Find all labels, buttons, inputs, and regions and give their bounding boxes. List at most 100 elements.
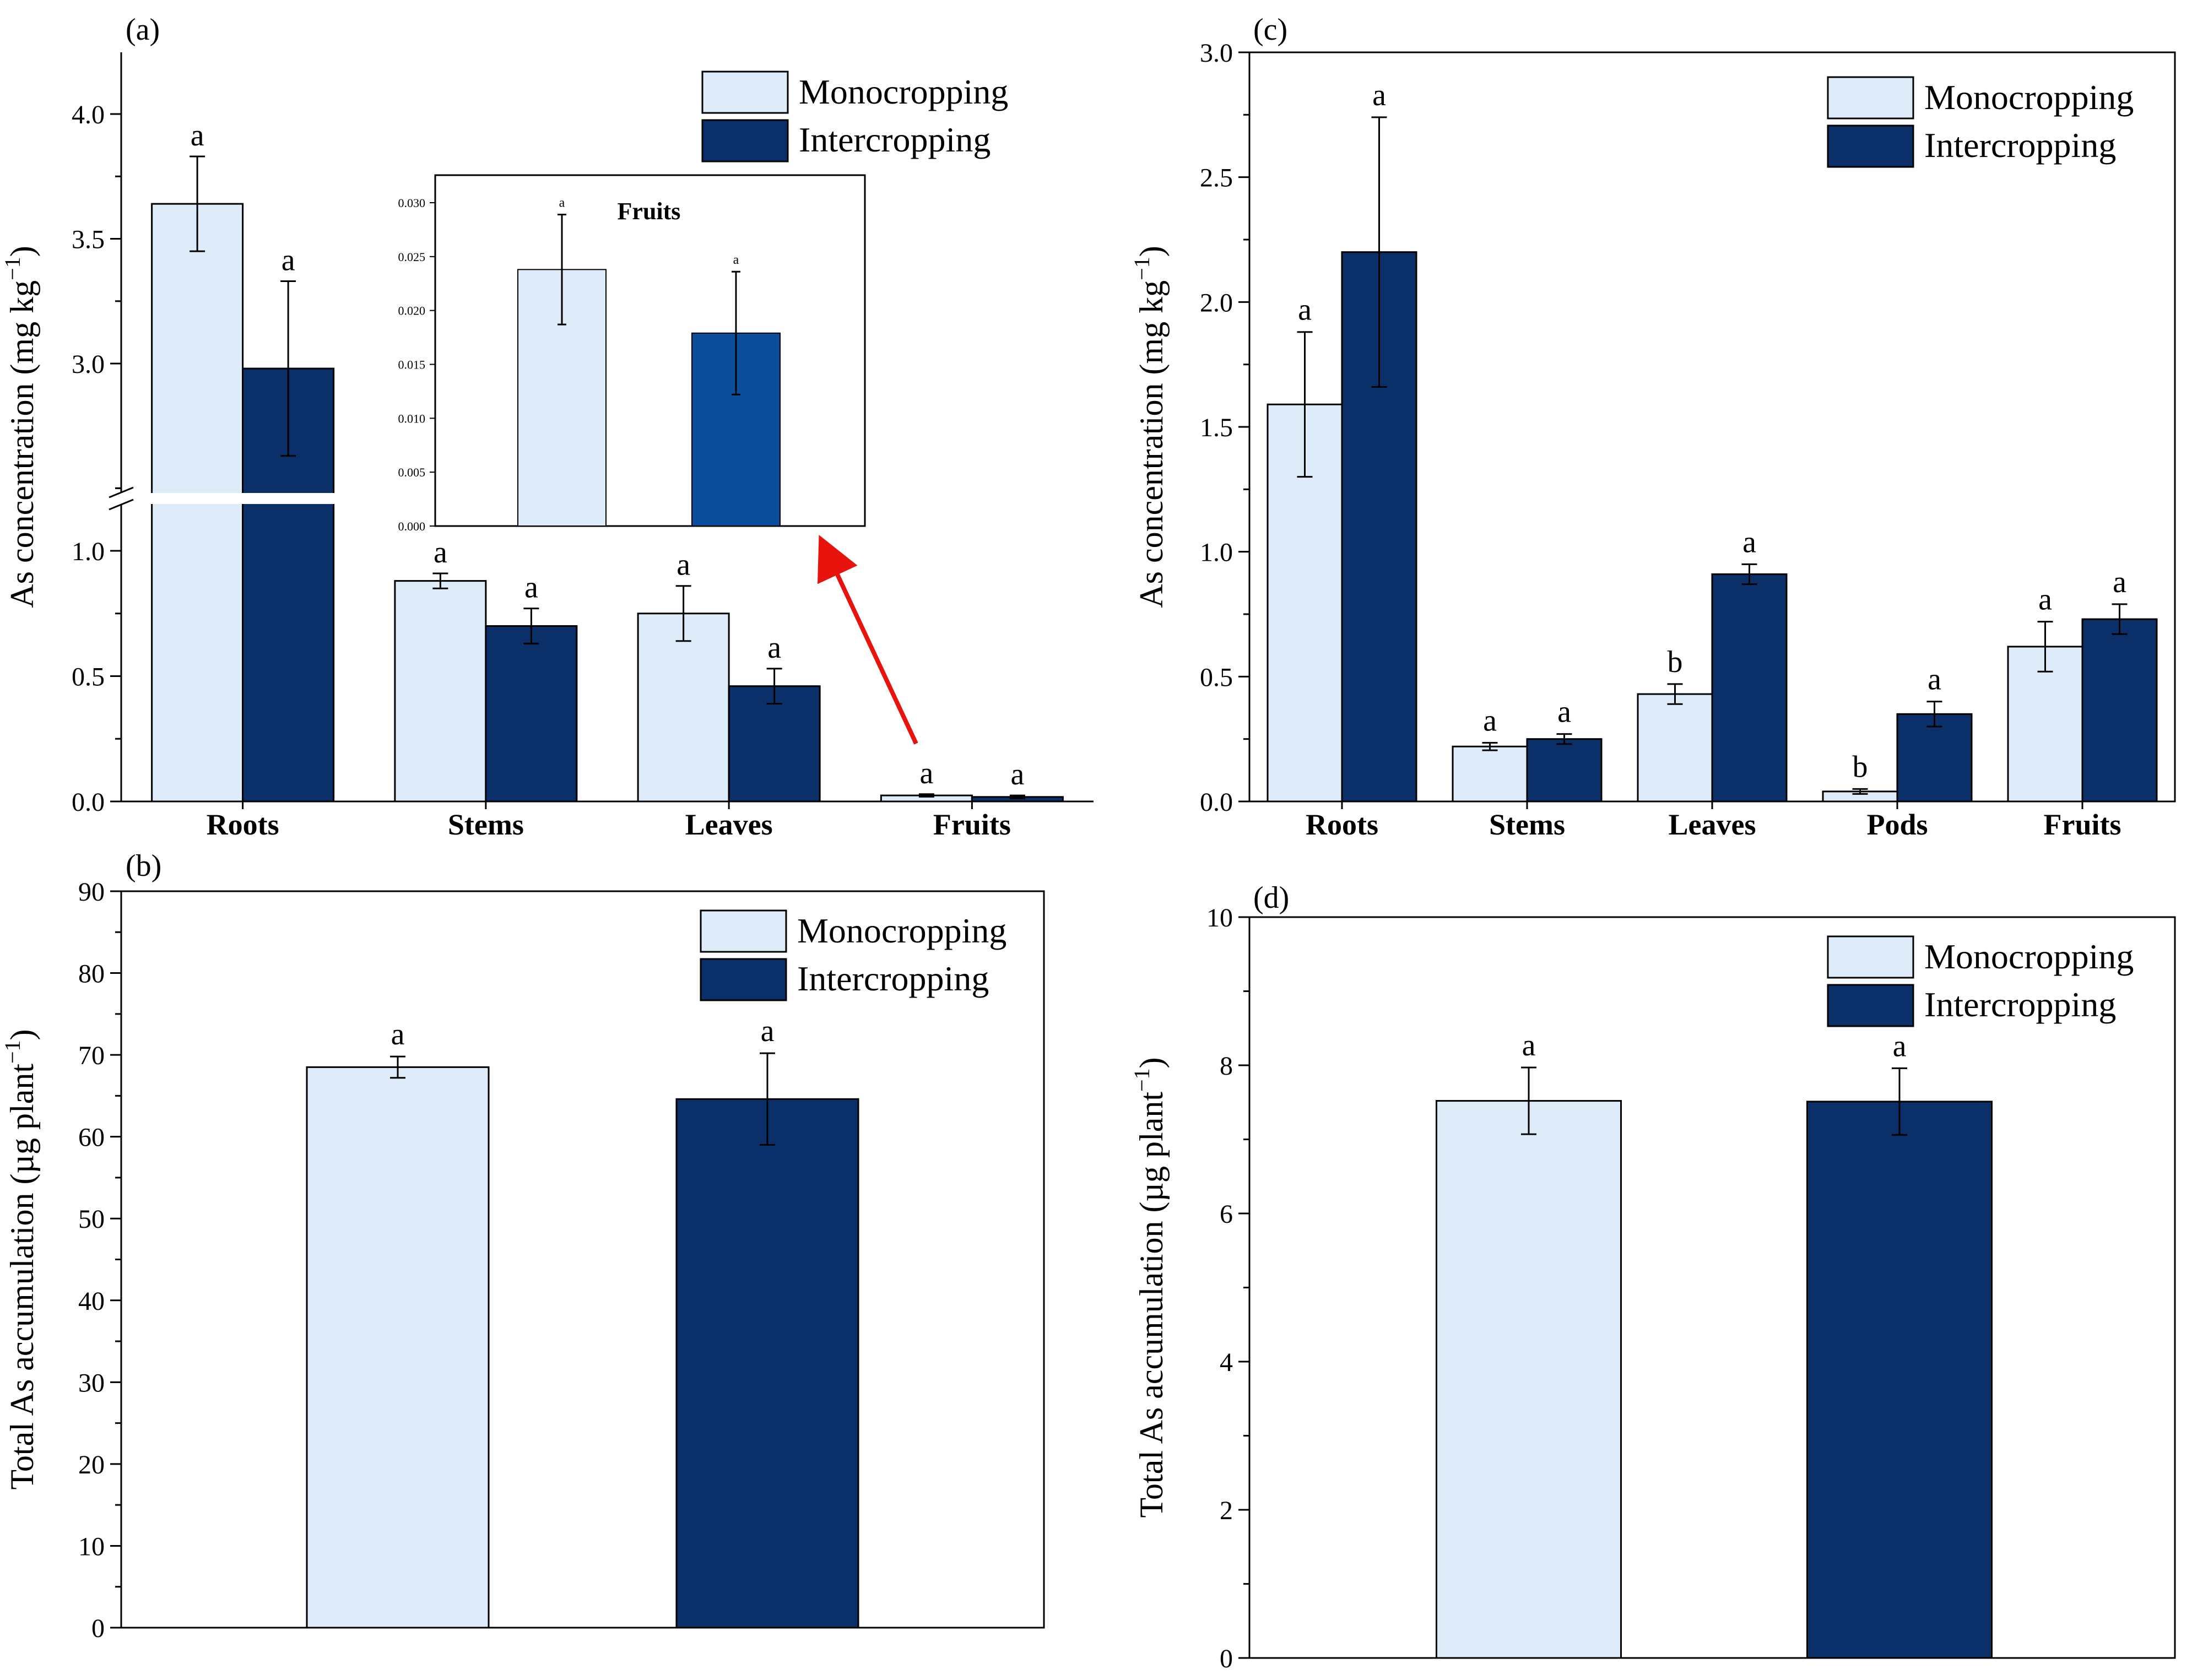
y-axis-title-main: Total As accumulation (µg plant [4,1064,40,1490]
panel-d: (d) Total As accumulation (µg plant−1) 0 2 4… [1129,881,2176,1673]
legend-label-intercropping: Intercropping [797,959,989,998]
y-tick-label: 2.0 [1200,288,1233,317]
bar-monocropping [306,1066,490,1629]
x-tick-label: Leaves [1669,808,1756,841]
inset-error-bar [558,214,566,326]
y-tick-label: 0 [91,1614,105,1643]
inset-y-tick-label: 0.005 [398,465,426,479]
inset-y-tick-label: 0.020 [398,304,426,318]
significance-letter: a [767,631,781,665]
error-bar [1926,701,1942,728]
panel-label: (b) [126,849,161,883]
bar-intercropping [1806,1101,1993,1659]
error-bar [1892,1067,1907,1136]
y-tick-label: 0.5 [72,663,105,692]
bar-intercropping-stems [485,625,578,803]
y-axis-title-close: ) [4,1029,40,1040]
legend-swatch-intercropping [1827,984,1914,1027]
error-bar [1297,331,1313,478]
y-tick-label: 6 [1220,1200,1233,1229]
error-bar [1556,733,1572,745]
significance-letter: a [919,756,933,790]
panel-b: (b) Total As accumulation (µg plant−1) 0 10… [0,849,1045,1643]
error-bar [280,280,296,457]
inset-y-tick-label: 0.000 [398,519,426,533]
x-tick-label: Pods [1866,808,1928,841]
error-bar [675,585,691,642]
inset-y-tick-label: 0.015 [398,358,426,372]
y-tick-label: 70 [78,1041,105,1070]
panel-label: (d) [1253,881,1289,915]
x-tick-label: Stems [1489,808,1565,841]
bar-monocropping-stems [394,580,487,803]
significance-letter: a [1483,703,1497,738]
y-axis-title-close: ) [4,246,40,257]
bar-intercropping-pods [1896,713,1973,803]
error-bar [390,1055,405,1079]
y-tick-label: 1.0 [1200,538,1233,567]
axis-break-mark [109,486,134,498]
inset-y-tick-label: 0.030 [398,196,426,210]
panel-label: (a) [126,13,160,47]
y-axis-title: As concentration (mg kg−1) [0,246,40,608]
bar-monocropping [1436,1100,1622,1659]
bar-intercropping-fruits [2081,618,2158,803]
y-tick-label: 50 [78,1205,105,1234]
y-tick-label: 10 [78,1532,105,1561]
y-tick-label: 2.5 [1200,164,1233,193]
y-tick-label: 3.5 [72,225,105,254]
significance-letter: b [1668,645,1683,679]
legend: Monocropping Intercropping [701,71,1008,162]
inset-significance-letter: a [733,253,739,267]
legend-swatch-intercropping [700,958,787,1001]
legend-swatch-intercropping [1827,124,1914,168]
significance-letter: a [391,1017,405,1052]
significance-letter: b [1853,750,1868,784]
y-tick-label: 60 [78,1123,105,1152]
legend-label-intercropping: Intercropping [1924,126,2116,165]
y-tick-label: 0 [1220,1644,1233,1673]
y-tick-label: 0.0 [72,788,105,817]
legend-label-intercropping: Intercropping [1924,985,2116,1024]
plot-frame [1248,916,2176,1659]
error-bar [766,668,782,705]
significance-letter: a [434,535,447,570]
legend: Monocropping Intercropping [700,909,1006,1001]
error-bar [1482,741,1498,751]
y-axis-title: Total As accumulation (µg plant−1) [0,1029,40,1489]
axis-break-mark [109,498,134,511]
y-axis-title: As concentration (mg kg−1) [1129,246,1170,608]
y-axis-title: Total As accumulation (µg plant−1) [1129,1057,1170,1518]
significance-letter: a [761,1014,775,1048]
legend: Monocropping Intercropping [1827,76,2134,168]
y-axis-title-sup: −1 [1129,257,1154,280]
plot-frame [120,890,1045,1629]
bar-monocropping-stems [1452,745,1528,803]
inset-y-tick-label: 0.010 [398,411,426,425]
bar-intercropping [675,1098,859,1629]
error-bar [190,155,205,252]
x-tick-label: Roots [207,808,279,841]
error-bar [918,793,934,798]
error-bar [1741,563,1757,586]
significance-letter: a [1522,1028,1536,1063]
y-tick-label: 0.0 [1200,788,1233,817]
legend-label-monocropping: Monocropping [1924,937,2134,976]
arrow-to-inset [818,534,918,745]
error-bar [1667,683,1683,705]
legend-label-monocropping: Monocropping [1924,78,2134,117]
inset-significance-letter: a [559,196,565,210]
y-axis-title-main: Total As accumulation (µg plant [1133,1092,1170,1518]
panel-a: (a) As concentration (mg kg−1) 3.0 3.5 4.0 0.… [0,13,1094,841]
y-axis-title-close: ) [1133,246,1170,257]
x-tick-label: Fruits [933,808,1011,841]
bar-intercropping-leaves [1711,573,1788,803]
legend-label-monocropping: Monocropping [799,72,1008,111]
legend-swatch-monocropping [1827,935,1914,979]
error-bar [1371,116,1387,388]
axis-break-gap [107,493,339,504]
panel-label: (c) [1253,13,1287,47]
significance-letter: a [1742,525,1756,559]
y-axis-title-sup: −1 [0,1040,25,1064]
